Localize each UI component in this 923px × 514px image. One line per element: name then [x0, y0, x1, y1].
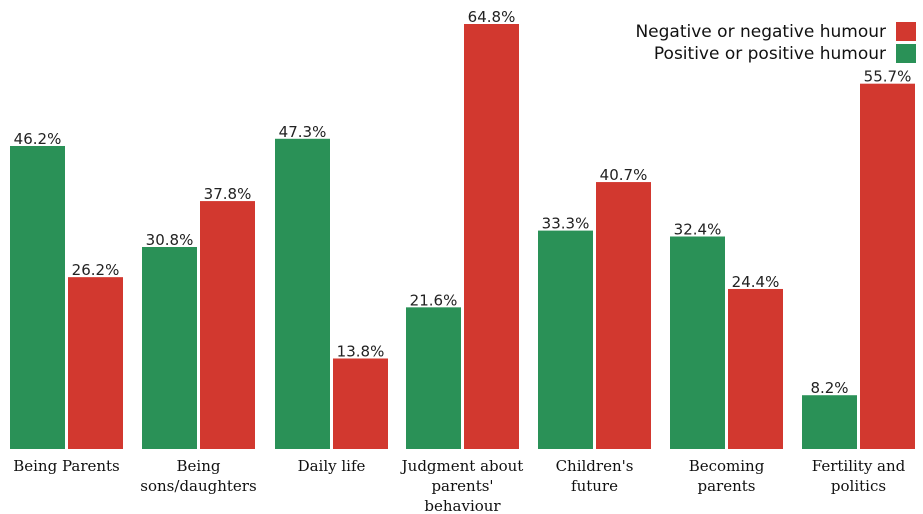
- value-labels-layer: 46.2% 26.2% 30.8% 37.8% 47.3% 13.8% 21.6% 64.8%…: [14, 8, 912, 397]
- positive-value-label-1: 30.8%: [146, 231, 194, 249]
- category-label-3: Judgment about parents' behaviour: [400, 457, 524, 514]
- category-label-6: Fertility and politics: [812, 457, 906, 495]
- positive-value-label-0: 46.2%: [14, 130, 62, 148]
- category-label-line: Being Parents: [13, 457, 120, 475]
- category-labels-layer: Being Parents Being sons/daughters Daily li…: [13, 457, 905, 514]
- negative-bar-1: [200, 201, 255, 449]
- category-label-line: parents: [698, 477, 756, 495]
- negative-bar-3: [464, 24, 519, 449]
- negative-bar-5: [728, 288, 783, 449]
- category-label-line: parents': [431, 477, 493, 495]
- category-label-line: politics: [831, 477, 886, 495]
- category-label-line: sons/daughters: [140, 477, 256, 495]
- positive-bar-4: [538, 230, 593, 449]
- positive-bar-0: [10, 145, 65, 450]
- negative-bar-6: [860, 83, 915, 449]
- category-label-line: Daily life: [298, 457, 366, 475]
- legend-swatch-1: [896, 44, 916, 63]
- category-label-line: behaviour: [424, 497, 501, 514]
- legend-label-1: Positive or positive humour: [654, 44, 886, 64]
- category-label-line: Judgment about: [400, 457, 524, 475]
- positive-bar-1: [142, 246, 197, 449]
- positive-value-label-2: 47.3%: [279, 123, 327, 141]
- category-label-line: Being: [177, 457, 221, 475]
- legend-label-0: Negative or negative humour: [635, 22, 886, 42]
- negative-bar-2: [333, 358, 388, 449]
- category-label-5: Becoming parents: [689, 457, 765, 495]
- negative-value-label-2: 13.8%: [337, 342, 385, 360]
- category-label-line: future: [571, 477, 618, 495]
- negative-value-label-5: 24.4%: [732, 273, 780, 291]
- category-label-4: Children's future: [556, 457, 634, 495]
- positive-bar-2: [275, 138, 330, 449]
- category-label-line: Children's: [556, 457, 634, 475]
- negative-value-label-0: 26.2%: [72, 261, 120, 279]
- positive-value-label-6: 8.2%: [810, 379, 848, 397]
- negative-bar-0: [68, 277, 123, 449]
- category-label-line: Becoming: [689, 457, 765, 475]
- positive-bar-3: [406, 307, 461, 449]
- negative-value-label-3: 64.8%: [468, 8, 516, 26]
- negative-value-label-6: 55.7%: [864, 68, 912, 86]
- positive-value-label-3: 21.6%: [410, 291, 458, 309]
- positive-value-label-4: 33.3%: [542, 215, 590, 233]
- category-label-2: Daily life: [298, 457, 366, 475]
- bars-layer: [10, 24, 915, 450]
- positive-value-label-5: 32.4%: [674, 221, 722, 239]
- negative-bar-4: [596, 182, 651, 449]
- negative-value-label-1: 37.8%: [204, 185, 252, 203]
- legend-swatch-0: [896, 22, 916, 41]
- negative-value-label-4: 40.7%: [600, 166, 648, 184]
- category-label-line: Fertility and: [812, 457, 906, 475]
- positive-bar-6: [802, 395, 857, 449]
- category-label-0: Being Parents: [13, 457, 120, 475]
- positive-bar-5: [670, 236, 725, 449]
- category-label-1: Being sons/daughters: [140, 457, 256, 495]
